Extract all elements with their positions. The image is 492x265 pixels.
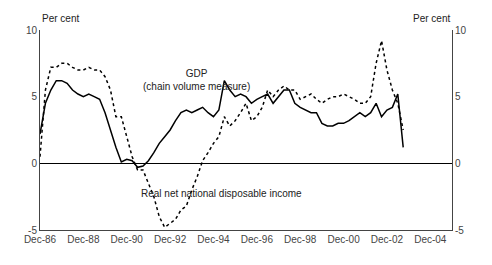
svg-text:10: 10 bbox=[26, 25, 38, 36]
svg-text:Dec-00: Dec-00 bbox=[327, 234, 360, 245]
svg-text:Per cent: Per cent bbox=[42, 13, 79, 24]
svg-text:10: 10 bbox=[455, 25, 467, 36]
svg-text:Real net national disposable i: Real net national disposable income bbox=[141, 188, 302, 199]
svg-text:Dec-92: Dec-92 bbox=[154, 234, 187, 245]
svg-text:Dec-86: Dec-86 bbox=[24, 234, 57, 245]
svg-text:Dec-04: Dec-04 bbox=[414, 234, 447, 245]
svg-text:-5: -5 bbox=[455, 225, 464, 236]
svg-text:Dec-96: Dec-96 bbox=[241, 234, 274, 245]
svg-text:-5: -5 bbox=[28, 225, 37, 236]
svg-text:0: 0 bbox=[31, 158, 37, 169]
svg-text:Dec-90: Dec-90 bbox=[111, 234, 144, 245]
svg-text:Dec-02: Dec-02 bbox=[371, 234, 404, 245]
svg-text:GDP(chain volume measure): GDP(chain volume measure) bbox=[143, 68, 250, 92]
svg-text:5: 5 bbox=[31, 91, 37, 102]
svg-text:Dec-94: Dec-94 bbox=[197, 234, 230, 245]
svg-text:Dec-88: Dec-88 bbox=[67, 234, 100, 245]
svg-text:Dec-98: Dec-98 bbox=[284, 234, 317, 245]
svg-text:5: 5 bbox=[455, 91, 461, 102]
svg-text:0: 0 bbox=[455, 158, 461, 169]
svg-text:Per cent: Per cent bbox=[413, 13, 450, 24]
